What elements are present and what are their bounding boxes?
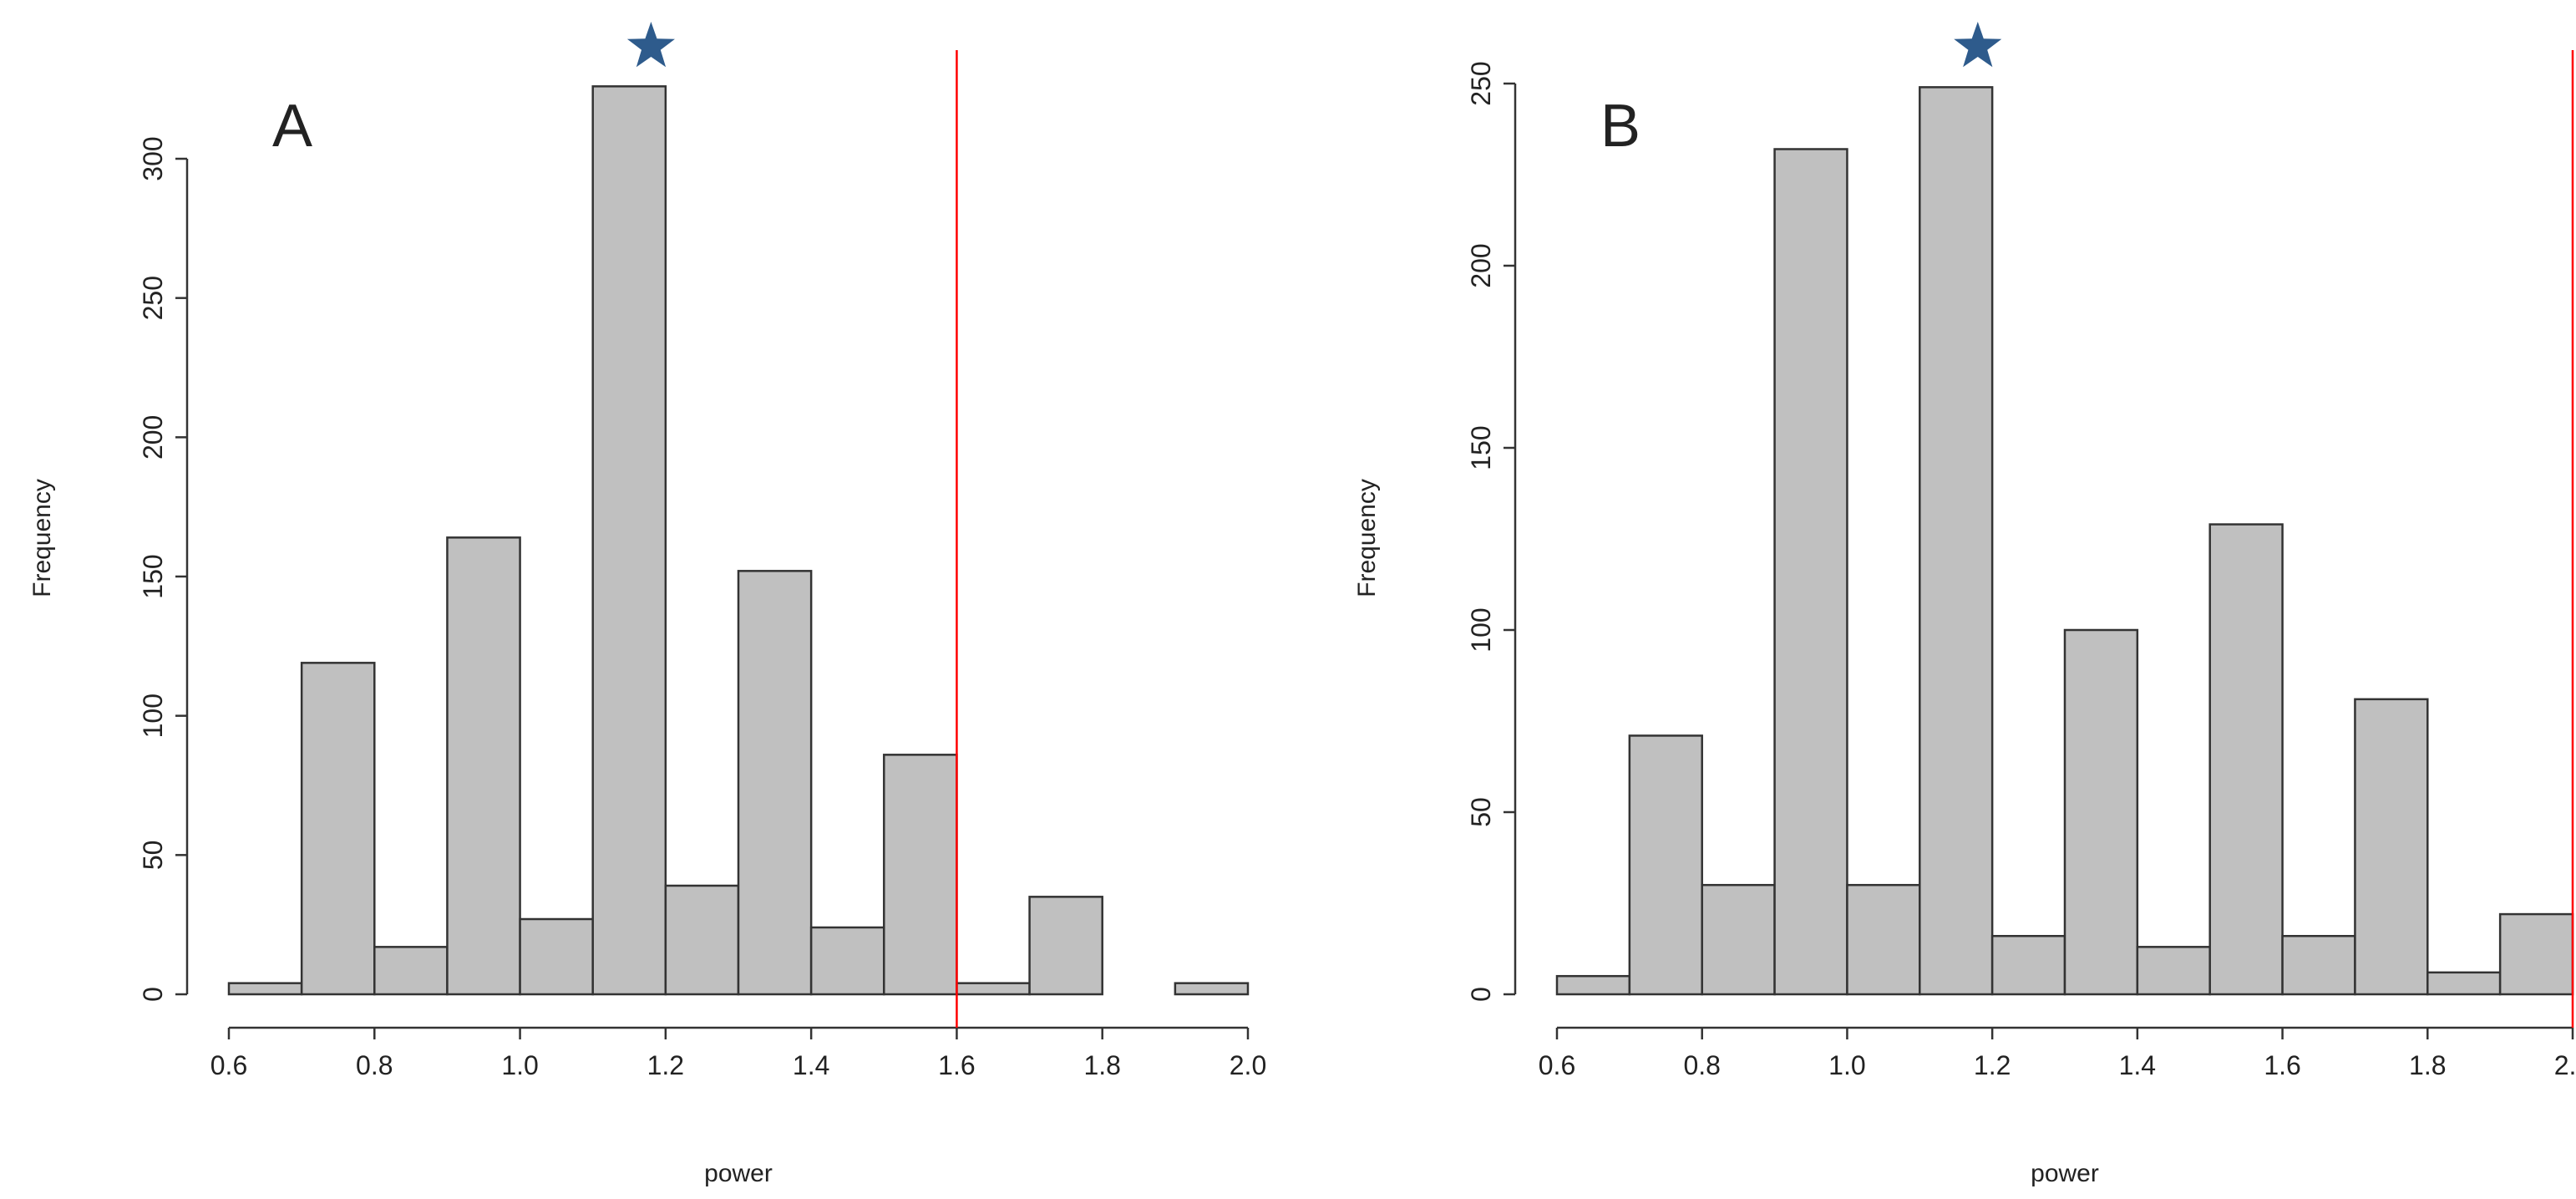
- bar: [2281, 934, 2356, 996]
- bar: [1628, 734, 1703, 996]
- x-tick-label: 1.2: [1974, 1050, 2011, 1080]
- x-tick-label: 1.6: [2264, 1050, 2300, 1080]
- bar: [1846, 883, 1921, 996]
- bar: [373, 946, 449, 996]
- x-tick-label: 2.0: [2554, 1050, 2576, 1080]
- bar: [664, 884, 740, 996]
- x-tick-label: 1.4: [793, 1050, 829, 1080]
- y-tick-label: 200: [1466, 243, 1496, 287]
- bar: [2498, 912, 2574, 996]
- bar: [519, 917, 594, 996]
- x-tick-label: 1.8: [1083, 1050, 1120, 1080]
- y-tick-label: 100: [1466, 607, 1496, 652]
- x-tick-label: 1.6: [938, 1050, 975, 1080]
- y-tick-label: 250: [138, 276, 168, 320]
- bar: [1555, 974, 1631, 996]
- y-tick-label: 0: [1466, 987, 1496, 1002]
- bar: [300, 662, 376, 996]
- y-tick-label: 100: [138, 693, 168, 738]
- x-tick-label: 0.8: [1683, 1050, 1720, 1080]
- bar: [227, 982, 303, 996]
- x-tick-label: 0.6: [1539, 1050, 1575, 1080]
- y-tick-label: 150: [1466, 425, 1496, 470]
- star-marker: [1954, 22, 2002, 68]
- bar: [1773, 148, 1848, 996]
- y-tick-label: 300: [138, 136, 168, 180]
- x-tick-label: 1.8: [2409, 1050, 2446, 1080]
- x-axis-label: power: [704, 1160, 773, 1187]
- x-tick-label: 1.0: [1828, 1050, 1865, 1080]
- y-tick-label: 50: [1466, 797, 1496, 827]
- bar: [2136, 946, 2211, 996]
- y-tick-label: 250: [1466, 61, 1496, 105]
- bar: [1174, 982, 1250, 996]
- panel-label: A: [272, 93, 312, 160]
- bar: [446, 536, 521, 996]
- bar: [1701, 883, 1776, 996]
- bar: [1919, 86, 1994, 996]
- star-marker: [626, 22, 675, 68]
- bar: [737, 570, 813, 996]
- bar: [2063, 628, 2139, 996]
- x-tick-label: 0.8: [356, 1050, 393, 1080]
- bar: [2426, 971, 2502, 996]
- y-tick-label: 50: [138, 841, 168, 871]
- y-axis-label: Frequency: [28, 479, 56, 597]
- y-axis-label: Frequency: [1353, 479, 1381, 597]
- bar: [2354, 698, 2429, 996]
- bar: [2208, 523, 2284, 996]
- y-tick-label: 200: [138, 415, 168, 460]
- bar: [591, 85, 667, 996]
- bar: [1028, 896, 1103, 996]
- x-tick-label: 0.6: [210, 1050, 247, 1080]
- bar: [1990, 934, 2066, 996]
- x-tick-label: 1.4: [2119, 1050, 2156, 1080]
- x-axis-label: power: [2031, 1160, 2099, 1187]
- panel-label: B: [1600, 93, 1640, 160]
- bar: [809, 926, 885, 996]
- x-tick-label: 1.2: [647, 1050, 684, 1080]
- y-tick-label: 0: [138, 987, 168, 1002]
- x-tick-label: 1.0: [501, 1050, 538, 1080]
- bar: [883, 754, 958, 996]
- x-tick-label: 2.0: [1230, 1050, 1266, 1080]
- y-tick-label: 150: [138, 554, 168, 598]
- bar: [956, 982, 1031, 996]
